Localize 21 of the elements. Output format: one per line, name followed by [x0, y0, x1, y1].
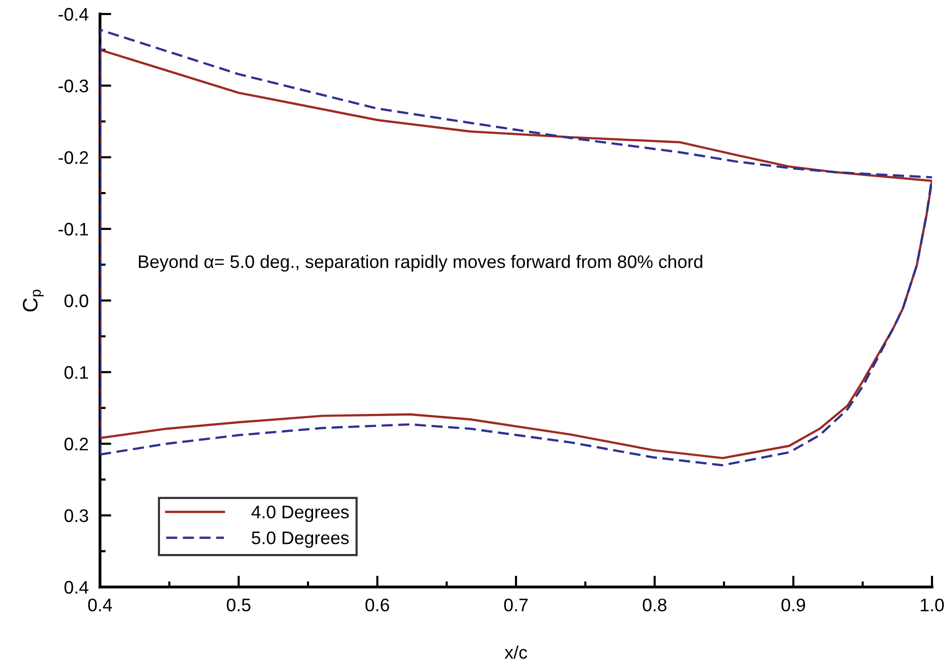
y-tick-label: 0.3 — [64, 509, 88, 522]
y-tick-label: 0.4 — [64, 580, 88, 594]
y-tick-label: 0.1 — [64, 366, 88, 379]
x-tick-label: 0.6 — [365, 598, 390, 612]
y-axis-title: C$_{p}$ — [22, 290, 44, 312]
legend-label: 5.0 Degrees — [252, 531, 349, 548]
x-tick-label: 1.0 — [920, 598, 944, 612]
x-tick-label: 0.7 — [504, 598, 528, 612]
y-tick-label: 0.2 — [64, 438, 88, 450]
y-tick-label: -0.3 — [58, 80, 88, 92]
x-tick-label: 0.8 — [642, 598, 666, 612]
y-tick-label: -0.2 — [58, 151, 88, 164]
y-tick-label: -0.1 — [58, 222, 88, 236]
x-tick-label: 0.4 — [88, 598, 112, 612]
x-axis-title: x/c — [504, 646, 528, 659]
x-tick-label: 0.5 — [226, 598, 250, 612]
y-tick-label: -0.4 — [58, 8, 88, 21]
y-tick-label: 0.0 — [64, 294, 88, 308]
legend-label: 4.0 Degrees — [251, 506, 349, 522]
annotation: Beyond α= 5.0 deg., separation rapidly moves forward from 80% chord — [138, 254, 702, 272]
x-tick-label: 0.9 — [781, 598, 806, 612]
